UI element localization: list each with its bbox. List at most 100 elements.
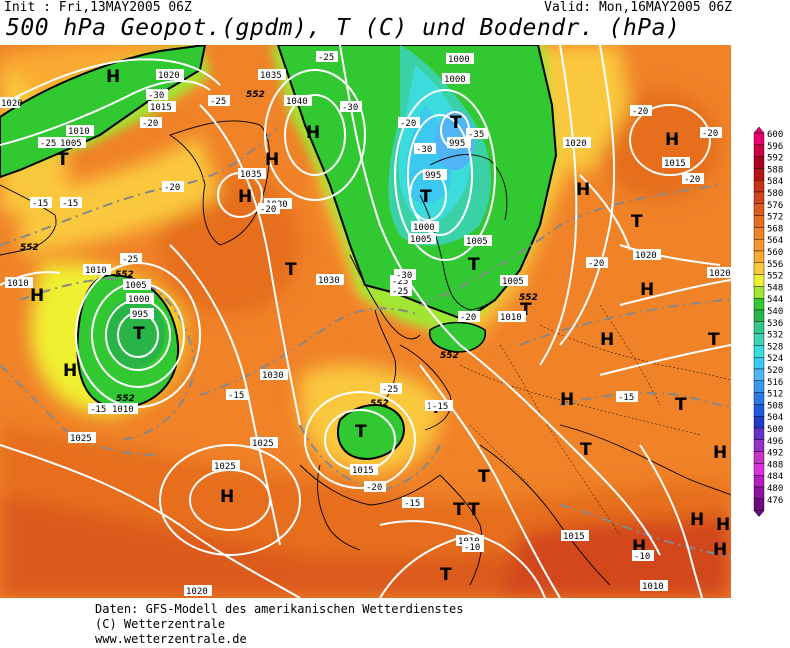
pressure-system: H — [220, 487, 234, 507]
temperature-label: -20 — [364, 481, 386, 493]
pressure-system: H — [106, 67, 120, 87]
legend-swatch — [753, 392, 765, 405]
svg-text:-30: -30 — [342, 103, 358, 113]
pressure-system: T — [675, 395, 687, 415]
pressure-system: H — [576, 180, 590, 200]
legend-level-label: 572 — [767, 213, 783, 223]
svg-text:-15: -15 — [618, 393, 634, 403]
legend-level-label: 536 — [767, 319, 783, 329]
legend-level-label: 568 — [767, 224, 783, 234]
svg-text:1005: 1005 — [125, 281, 147, 291]
svg-text:1020: 1020 — [709, 269, 731, 279]
legend-level-label: 528 — [767, 342, 783, 352]
svg-text:-25: -25 — [210, 97, 226, 107]
svg-text:1000: 1000 — [413, 223, 435, 233]
svg-text:-20: -20 — [684, 175, 700, 185]
geopotential-label: 552 — [20, 243, 39, 253]
temperature-label: -10 — [632, 550, 654, 562]
pressure-system: T — [440, 565, 452, 585]
temperature-labels: -30 -25 -25 -30 -25 -20 -20 -15 -20 -25 … — [30, 51, 722, 562]
isobar-label: 1010 — [83, 264, 111, 276]
legend-level-label: 532 — [767, 331, 783, 341]
pressure-system: T — [580, 440, 592, 460]
pressure-system: H — [30, 286, 44, 306]
pressure-system: H — [238, 187, 252, 207]
legend-swatch — [753, 297, 765, 311]
svg-text:-20: -20 — [366, 483, 382, 493]
legend-swatch — [753, 486, 765, 500]
credits-copyright: (C) Wetterzentrale — [95, 617, 226, 631]
svg-text:-25: -25 — [392, 277, 408, 287]
legend-level-label: 516 — [767, 378, 783, 388]
legend-level-label: 540 — [767, 307, 783, 317]
legend-level-label: 576 — [767, 201, 783, 211]
temperature-label: -15 — [616, 391, 638, 403]
legend-level-label: 548 — [767, 283, 783, 293]
temperature-label: -25 — [316, 51, 338, 63]
legend-level-label: 588 — [767, 165, 783, 175]
legend-level-label: 560 — [767, 248, 783, 258]
legend-swatch — [753, 439, 765, 452]
temperature-label: -15 — [226, 389, 248, 401]
svg-text:1020: 1020 — [565, 139, 587, 149]
isobar-labels: 1020 1015 1010 1005 1035 1040 1035 1030 … — [0, 53, 731, 597]
svg-text:-15: -15 — [90, 405, 106, 415]
legend-swatch — [753, 345, 765, 358]
svg-text:1005: 1005 — [60, 139, 82, 149]
legend-level-label: 544 — [767, 295, 783, 305]
isobar-label: 1000 — [126, 293, 154, 305]
legend-swatch — [753, 191, 765, 205]
svg-text:-35: -35 — [468, 130, 484, 140]
legend-swatch — [753, 250, 765, 264]
pressure-system: H — [600, 330, 614, 350]
legend-top-arrow — [753, 126, 765, 134]
legend-swatch — [753, 333, 765, 346]
coastlines — [0, 120, 731, 586]
pressure-system: T — [708, 330, 720, 350]
pressure-system: H — [560, 390, 574, 410]
chart-title: 500 hPa Geopot.(gpdm), T (C) und Bodendr… — [6, 15, 681, 41]
pressure-system: H — [265, 150, 279, 170]
legend-level-label: 556 — [767, 260, 783, 270]
svg-text:-20: -20 — [142, 119, 158, 129]
legend-level-label: 496 — [767, 437, 783, 447]
legend-level-label: 512 — [767, 390, 783, 400]
valid-time: Valid: Mon,16MAY2005 06Z — [544, 0, 732, 15]
credits: Daten: GFS-Modell des amerikanischen Wet… — [95, 602, 463, 647]
svg-text:1025: 1025 — [214, 462, 236, 472]
svg-text:-25: -25 — [392, 287, 408, 297]
geopotential-label: 552 — [440, 351, 459, 361]
legend-level-label: 552 — [767, 272, 783, 282]
isobar-label: 1015 — [148, 101, 176, 113]
legend-swatch — [753, 262, 765, 275]
svg-text:1010: 1010 — [68, 127, 90, 137]
isobar-label: 1015 — [350, 464, 378, 476]
svg-text:1020: 1020 — [635, 251, 657, 261]
svg-text:-10: -10 — [464, 543, 480, 553]
legend-swatch — [753, 427, 765, 441]
geopotential-labels: 552 552 552 552 552 552 552 — [20, 90, 538, 409]
legend-level-label: 564 — [767, 236, 783, 246]
legend-swatch — [753, 144, 765, 157]
svg-text:-20: -20 — [588, 259, 604, 269]
pressure-systems: H T H H T T H T T H H T T T H H T H T H … — [30, 67, 730, 585]
borders — [459, 304, 731, 536]
legend-swatch — [753, 215, 765, 228]
legend-swatch — [753, 475, 765, 488]
isobar-label: 1025 — [250, 437, 278, 449]
pressure-system: T — [478, 467, 490, 487]
legend-level-label: 580 — [767, 189, 783, 199]
legend-level-label: 484 — [767, 472, 783, 482]
svg-text:1025: 1025 — [252, 439, 274, 449]
legend-swatch — [753, 227, 765, 240]
pressure-system: H — [63, 361, 77, 381]
svg-text:-20: -20 — [702, 129, 718, 139]
temperature-label: -15 — [402, 497, 424, 509]
svg-text:1005: 1005 — [502, 277, 524, 287]
svg-text:1015: 1015 — [563, 532, 585, 542]
legend-level-label: 476 — [767, 496, 783, 506]
temperature-label: -15 — [88, 403, 110, 415]
svg-text:-25: -25 — [40, 139, 56, 149]
isobar-label: 1010 — [110, 403, 138, 415]
svg-text:-25: -25 — [122, 255, 138, 265]
